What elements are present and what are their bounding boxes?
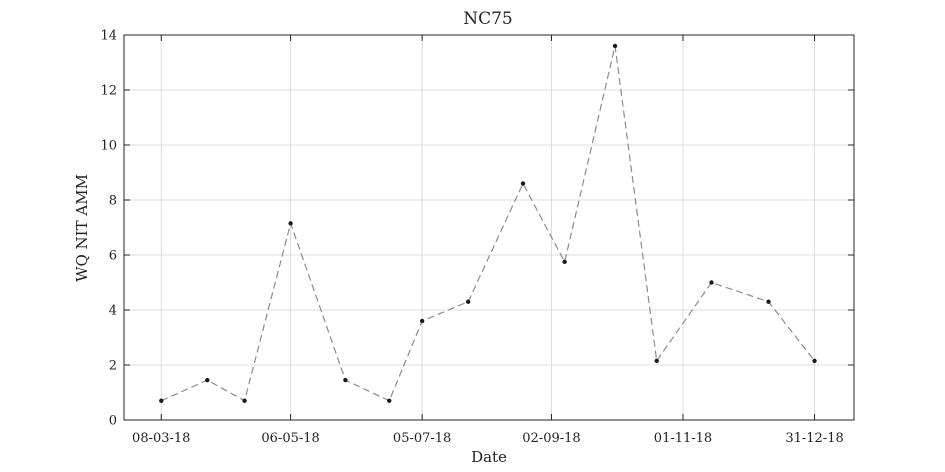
- data-point: [343, 377, 348, 383]
- data-point: [709, 280, 714, 285]
- y-tick-label: 2: [109, 359, 117, 374]
- ticks-layer: 0 2 4 6 8 10 12 14 08-03-18 06-05-18 05-07-18 02-09…: [100, 29, 854, 446]
- data-point: [562, 259, 567, 265]
- plot-frame: [123, 34, 855, 421]
- y-tick-label: 8: [109, 194, 117, 209]
- data-point: [159, 398, 164, 403]
- grid-layer: [124, 34, 854, 421]
- y-tick-label: 0: [109, 414, 117, 429]
- data-point: [242, 398, 247, 403]
- x-tick-label: 06-05-18: [261, 431, 319, 446]
- chart-title: NC75: [463, 9, 513, 29]
- series-line: [161, 45, 816, 402]
- x-tick-label: 08-03-18: [132, 431, 190, 446]
- y-tick-label: 12: [100, 84, 117, 99]
- data-point: [812, 358, 817, 364]
- series-layer: [159, 43, 817, 403]
- y-axis-label: WQ NIT AMM: [73, 174, 91, 282]
- data-point: [654, 358, 659, 364]
- x-tick-label: 31-12-18: [785, 431, 843, 446]
- data-point: [465, 299, 471, 304]
- data-point: [419, 318, 425, 324]
- y-tick-label: 14: [100, 29, 117, 44]
- y-tick-label: 10: [100, 139, 117, 154]
- data-point: [612, 43, 618, 49]
- x-tick-label: 01-11-18: [654, 431, 712, 446]
- x-tick-label: 05-07-18: [393, 431, 451, 446]
- data-point: [205, 377, 210, 383]
- data-point: [766, 299, 771, 304]
- data-point: [387, 398, 392, 403]
- x-tick-label: 02-09-18: [522, 431, 580, 446]
- data-point: [288, 221, 293, 226]
- x-axis-label: Date: [471, 448, 507, 466]
- y-tick-label: 6: [109, 249, 117, 264]
- data-point: [520, 181, 526, 186]
- y-tick-label: 4: [109, 304, 117, 319]
